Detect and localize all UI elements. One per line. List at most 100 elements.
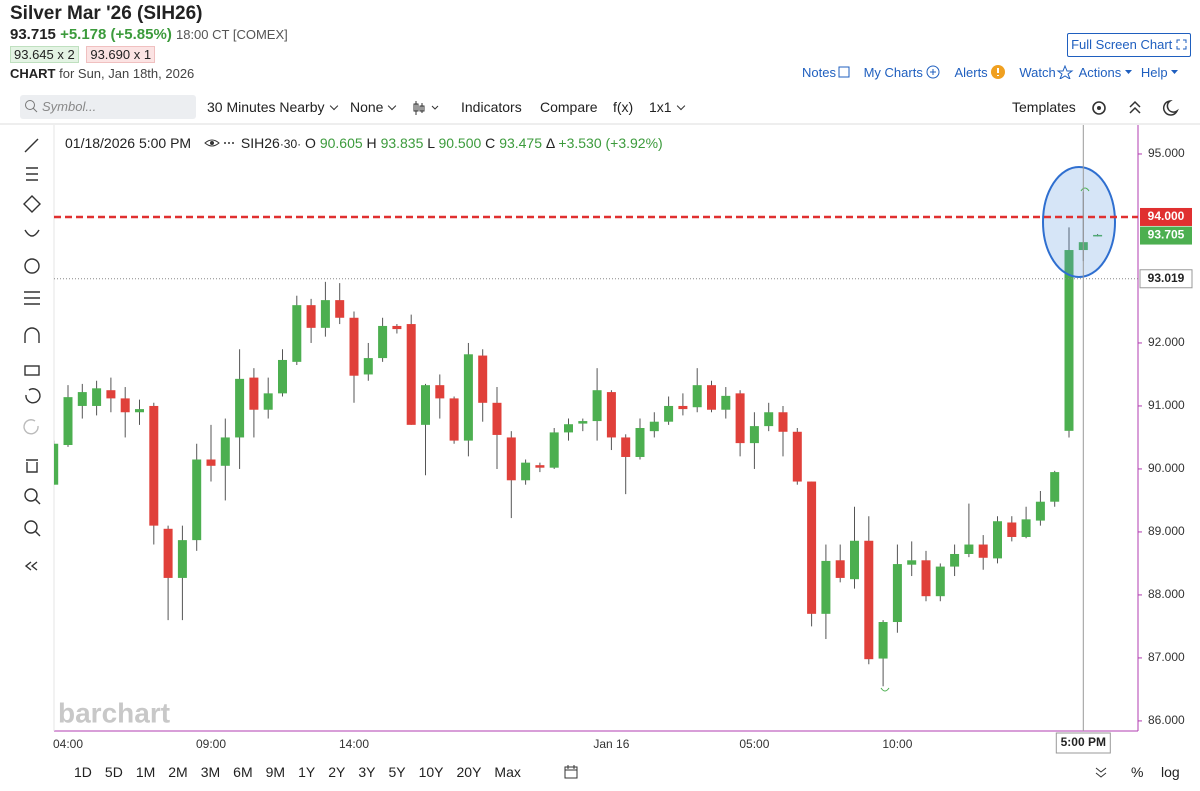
legend-date: 01/18/2026 5:00 PM — [65, 135, 192, 151]
curve-tool — [24, 229, 40, 237]
range-button[interactable]: 6M — [233, 764, 253, 780]
range-button[interactable]: 3M — [200, 764, 221, 780]
candle-body — [1093, 234, 1103, 237]
range-button[interactable]: 5D — [104, 764, 123, 780]
candle-body — [964, 544, 974, 554]
nav-watch[interactable]: Watch — [1019, 65, 1056, 80]
candle-body — [721, 395, 731, 410]
candle-type[interactable] — [412, 100, 446, 116]
style-label: None — [350, 99, 384, 115]
range-button[interactable]: 20Y — [456, 764, 482, 780]
candle-body — [921, 560, 931, 597]
candle-body — [678, 405, 688, 410]
x-tick-label: 10:00 — [882, 737, 912, 751]
toolbar-icons — [1092, 99, 1179, 116]
nav-my-charts[interactable]: My Charts — [863, 65, 923, 80]
full-screen-button[interactable]: Full Screen Chart — [1067, 33, 1191, 57]
crosshair-label-box — [1055, 732, 1111, 754]
candle-body — [278, 359, 287, 394]
time: 18:00 CT [COMEX] — [175, 27, 288, 42]
range-bar: 1D 5D 1M 2M 3M 6M 9M 1Y 2Y 3Y 5Y 10Y 20Y Max — [74, 764, 534, 780]
log-toggle[interactable]: log — [1161, 764, 1180, 780]
range-button[interactable]: 2Y — [328, 764, 346, 780]
measure-tool — [24, 291, 40, 305]
o-value: 90.605 — [319, 135, 363, 151]
candle-body — [406, 324, 416, 425]
sidebar — [23, 138, 41, 571]
candle-body — [1021, 519, 1031, 537]
candle-body — [492, 402, 502, 435]
candle-body — [878, 622, 888, 659]
delete — [26, 459, 38, 473]
candle-body — [935, 566, 945, 597]
candle-body — [335, 300, 345, 318]
candle-body — [435, 385, 445, 399]
fx-button[interactable]: f(x) — [613, 99, 634, 115]
legend-symbol: SIH26 — [240, 135, 280, 151]
range-button[interactable]: 1D — [74, 764, 92, 780]
candle-body — [549, 432, 559, 468]
calendar[interactable] — [563, 764, 579, 780]
range-button[interactable]: Max — [494, 764, 521, 780]
collapse — [24, 561, 38, 571]
h-value: 93.835 — [380, 135, 424, 151]
lock — [24, 365, 40, 376]
crosshair-label: 5:00 PM — [1061, 735, 1106, 749]
nav-alerts[interactable]: Alerts — [954, 65, 988, 80]
compare-button[interactable]: Compare — [540, 99, 598, 115]
templates-button[interactable]: Templates — [1012, 99, 1076, 115]
percent-toggle[interactable]: % — [1131, 764, 1144, 780]
candle-body — [821, 560, 831, 614]
candle-body — [478, 355, 488, 403]
nav-actions[interactable]: Actions — [1078, 65, 1122, 80]
candle-body — [835, 560, 845, 578]
price-label-box — [1140, 226, 1192, 245]
high-marker — [1080, 187, 1090, 192]
candle-body — [778, 412, 788, 432]
range-button[interactable]: 9M — [265, 764, 286, 780]
candle-body — [206, 459, 216, 466]
range-button[interactable]: 5Y — [388, 764, 406, 780]
price-label-box — [1139, 269, 1193, 289]
x-tick-label: 05:00 — [739, 737, 769, 751]
symbol-input[interactable]: Symbol... — [20, 95, 196, 119]
candle-body — [135, 409, 144, 413]
candle-body — [692, 385, 702, 408]
candle-body — [177, 540, 187, 578]
candle-body — [149, 405, 159, 526]
highlight-circle — [1042, 166, 1116, 278]
candle-body — [77, 392, 87, 406]
range-button[interactable]: 1M — [135, 764, 156, 780]
candle-body — [349, 317, 359, 376]
candle-body — [392, 325, 402, 330]
interval-select[interactable]: 30 Minutes Nearby — [207, 99, 341, 115]
nav-notes[interactable]: Notes — [802, 65, 836, 80]
candle-body — [735, 393, 745, 444]
candle-body — [664, 405, 674, 422]
scroll-down[interactable] — [1093, 764, 1109, 780]
range-button[interactable]: 2M — [168, 764, 188, 780]
layout-button[interactable]: 1x1 — [649, 99, 688, 115]
zoom-out — [24, 520, 38, 534]
range-button[interactable]: 10Y — [418, 764, 444, 780]
y-tick-label: 87.000 — [1148, 650, 1185, 664]
candle-body — [978, 544, 988, 558]
candle-body — [564, 424, 573, 433]
x-tick-label: 09:00 — [196, 737, 226, 751]
collapse-up[interactable] — [1129, 100, 1141, 114]
d-label: Δ — [545, 135, 555, 151]
theme[interactable] — [1162, 99, 1179, 116]
indicators-button[interactable]: Indicators — [461, 99, 522, 115]
range-button[interactable]: 3Y — [358, 764, 376, 780]
style-select[interactable]: None — [350, 99, 399, 115]
settings[interactable] — [1092, 101, 1106, 115]
candle-body — [506, 437, 516, 481]
candle-body — [950, 553, 960, 567]
nav-help[interactable]: Help — [1140, 65, 1168, 80]
y-tick-label: 92.000 — [1148, 335, 1185, 349]
candle-body — [892, 564, 902, 623]
range-button[interactable]: 1Y — [298, 764, 316, 780]
candle-body — [649, 421, 659, 432]
x-tick-label: Jan 16 — [593, 737, 629, 751]
